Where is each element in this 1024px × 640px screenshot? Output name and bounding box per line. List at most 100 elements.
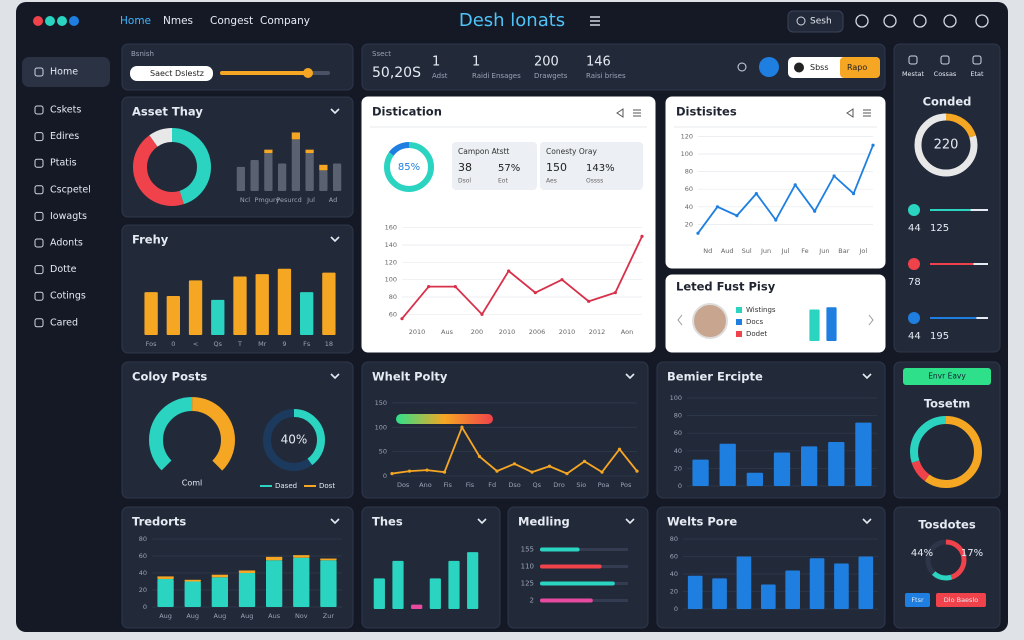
y-tick-label: 20: [685, 220, 693, 228]
nav-link[interactable]: Home: [120, 15, 151, 27]
ring-segment: [133, 128, 211, 206]
bar: [687, 575, 703, 609]
stat-card: [540, 142, 643, 190]
y-tick-label: 140: [385, 241, 397, 249]
point: [460, 425, 464, 429]
donut-label: 85%: [398, 162, 420, 173]
panel-title: Tosetm: [924, 397, 970, 411]
button[interactable]: [936, 593, 986, 607]
button[interactable]: [903, 368, 991, 385]
bar: [736, 556, 752, 609]
chevron[interactable]: [330, 373, 340, 380]
toolbar-icon[interactable]: [913, 14, 927, 28]
bar: [333, 163, 342, 191]
bar: [746, 472, 763, 486]
ring-segment: [133, 128, 211, 206]
point: [512, 462, 517, 466]
ring-label: 40%: [281, 433, 308, 447]
chevron-left[interactable]: [677, 314, 683, 326]
chevron[interactable]: [862, 373, 872, 380]
select[interactable]: [130, 66, 213, 81]
icon-label: Etat: [970, 70, 984, 78]
ring-segment: [925, 539, 967, 581]
chevron[interactable]: [625, 373, 635, 380]
bar-cap: [184, 579, 201, 582]
sidebar-item[interactable]: Cared: [50, 317, 78, 328]
x-tick-label: Nov: [295, 612, 308, 620]
sidebar-item[interactable]: Home: [50, 67, 78, 78]
icon[interactable]: [908, 55, 918, 65]
bar: [834, 563, 849, 609]
chevron[interactable]: [330, 236, 340, 243]
toolbar-icon[interactable]: [943, 14, 957, 28]
sidebar-item[interactable]: Adonts: [50, 238, 83, 249]
logo-dot: [57, 16, 67, 26]
toggle-icon[interactable]: [759, 57, 779, 77]
toggle-text: Sbss: [810, 63, 829, 72]
x-tick-label: Zur: [323, 612, 335, 620]
sidebar-item[interactable]: Edires: [50, 131, 79, 142]
toolbar-icon[interactable]: [855, 14, 869, 28]
chevron[interactable]: [625, 518, 635, 525]
point: [793, 183, 797, 187]
point: [832, 174, 836, 178]
bar: [293, 557, 310, 607]
chevron[interactable]: [330, 108, 340, 115]
slider-knob[interactable]: [303, 68, 313, 78]
search-box[interactable]: [787, 10, 844, 33]
sidebar-item[interactable]: Dotte: [50, 264, 77, 275]
nav-link[interactable]: Nmes: [163, 15, 193, 27]
chevron[interactable]: [862, 518, 872, 525]
chevron[interactable]: [477, 518, 487, 525]
y-tick-label: 80: [139, 535, 147, 543]
toolbar-icon[interactable]: [883, 14, 897, 28]
sidebar-item[interactable]: Cscpetel: [50, 184, 91, 195]
bar: [828, 442, 845, 486]
bar: [411, 604, 423, 609]
card-title: Conesty Oray: [546, 147, 597, 156]
y-tick-label: 0: [383, 472, 387, 480]
y-tick-label: 100: [670, 394, 682, 402]
y-tick-label: 20: [139, 586, 147, 594]
panel-title: Tredorts: [132, 515, 186, 529]
point: [425, 468, 429, 472]
nav-link[interactable]: Congest: [210, 15, 253, 27]
point: [547, 464, 552, 468]
bar: [300, 292, 314, 335]
bar: [785, 570, 800, 609]
bar: [712, 578, 727, 609]
ring-segment: [148, 397, 235, 484]
row-icon: [908, 312, 920, 324]
panel-title: Leted Fust Pisy: [676, 280, 776, 294]
logo-dot: [69, 16, 79, 26]
nav-link[interactable]: Company: [260, 15, 310, 27]
x-tick-label: Fe: [801, 247, 808, 255]
sidebar-item[interactable]: Ptatis: [50, 158, 77, 169]
icon[interactable]: [940, 55, 950, 65]
bar: [266, 560, 283, 607]
bar: [236, 166, 245, 191]
ring-left: 44%: [911, 548, 933, 559]
sidebar-icon: [34, 211, 44, 221]
icon[interactable]: [972, 55, 982, 65]
bar: [319, 170, 328, 191]
ring-right: 17%: [961, 548, 983, 559]
stat-label: Raisi brises: [586, 72, 626, 80]
x-tick-label: Mr: [258, 340, 267, 348]
sidebar-item[interactable]: Cotings: [50, 291, 86, 302]
ring-segment: [925, 539, 967, 581]
sidebar-item[interactable]: Cskets: [50, 105, 81, 116]
y-tick-label: 0: [143, 603, 147, 611]
y-tick-label: 80: [389, 293, 397, 301]
sidebar-item[interactable]: Iowagts: [50, 211, 87, 222]
y-tick-label: 120: [385, 258, 397, 266]
toolbar-icon[interactable]: [975, 14, 989, 28]
chevron-right[interactable]: [868, 314, 874, 326]
chevron[interactable]: [330, 518, 340, 525]
bar-cap: [291, 132, 300, 140]
button[interactable]: [905, 593, 930, 607]
x-tick-label: Jul: [781, 247, 790, 255]
action-button[interactable]: [840, 57, 880, 78]
point: [600, 470, 604, 474]
